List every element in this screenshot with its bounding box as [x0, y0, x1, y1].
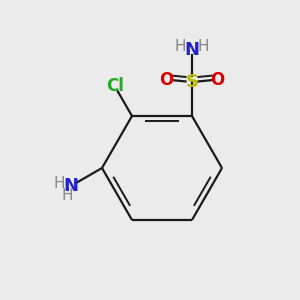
Text: O: O — [210, 71, 225, 89]
Text: N: N — [63, 177, 78, 195]
Text: S: S — [185, 73, 199, 91]
Text: H: H — [54, 176, 65, 191]
Text: H: H — [61, 188, 73, 203]
Text: H: H — [175, 39, 186, 54]
Text: H: H — [198, 39, 209, 54]
Text: Cl: Cl — [106, 77, 124, 95]
Text: O: O — [159, 71, 174, 89]
Text: N: N — [184, 41, 200, 59]
